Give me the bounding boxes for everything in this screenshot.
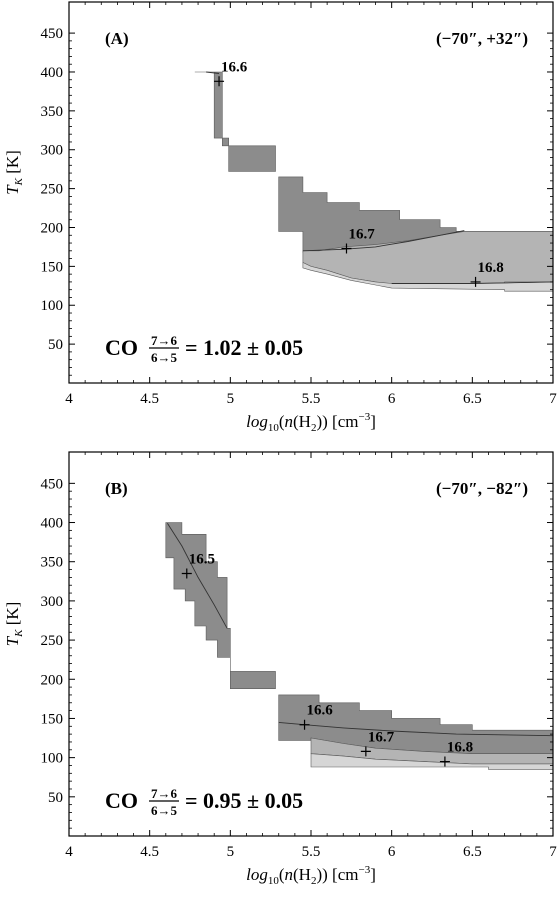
- panel-label: (A): [105, 29, 129, 48]
- ratio-denominator: 6→5: [151, 803, 178, 818]
- position-label: (−70″, +32″): [436, 29, 528, 48]
- y-tick-label: 250: [41, 633, 64, 649]
- ratio-numerator: 7→6: [151, 333, 178, 348]
- y-tick-label: 350: [41, 104, 64, 120]
- x-tick-label: 7: [549, 391, 557, 407]
- region-light: [302, 262, 554, 292]
- y-axis-label-k: K: [13, 629, 25, 638]
- ratio-annotation: CO 7→6 6→5 = 0.95 ± 0.05: [105, 786, 303, 818]
- contour-line: [391, 281, 554, 284]
- panel-b: 4 4.5 5 5.5 6 6.5 7 50 100 150 200 250 300 350 400 450 (…: [3, 451, 557, 887]
- y-tick-label: 350: [41, 555, 64, 571]
- point-marker: [341, 243, 352, 254]
- x-axis-label-base: 10: [268, 875, 280, 887]
- x-tick-label: 6.5: [463, 391, 482, 407]
- point-marker: [360, 746, 371, 757]
- point-marker: [439, 756, 450, 767]
- point-label: 16.8: [478, 260, 504, 276]
- x-axis-label: log10(n(H2)) [cm−3]: [246, 864, 376, 887]
- ratio-value: = 0.95 ± 0.05: [185, 788, 303, 813]
- y-tick-label: 200: [41, 220, 64, 236]
- x-axis-label-close: ]: [370, 865, 376, 884]
- x-axis-label-n: n: [285, 412, 294, 431]
- y-axis-label: TK [K]: [3, 602, 25, 647]
- y-tick-label: 200: [41, 672, 64, 688]
- point-marker: [214, 76, 225, 87]
- y-tick-label: 100: [41, 298, 64, 314]
- point-marker: [181, 568, 192, 579]
- y-axis-label-k: K: [13, 177, 25, 186]
- point-label: 16.5: [189, 551, 215, 567]
- point-marker: [470, 276, 481, 287]
- x-axis-label-exp: −3: [358, 411, 370, 423]
- point-label: 16.6: [221, 59, 248, 75]
- x-tick-label: 5.5: [302, 844, 321, 860]
- x-axis-label-paren: (: [279, 865, 285, 884]
- x-axis-label-log: log: [246, 865, 268, 884]
- y-tick-label: 450: [41, 476, 64, 492]
- point-label: 16.8: [447, 740, 473, 756]
- y-tick-label: 400: [41, 516, 64, 532]
- x-axis-label-exp: −3: [358, 864, 370, 876]
- x-axis-label-log: log: [246, 412, 268, 431]
- y-axis-label-unit: [K]: [3, 150, 22, 178]
- ratio-value: = 1.02 ± 0.05: [185, 335, 303, 360]
- y-tick-label: 150: [41, 711, 64, 727]
- x-tick-label: 4.5: [140, 391, 159, 407]
- point-marker: [299, 719, 310, 730]
- x-tick-label: 7: [549, 844, 557, 860]
- x-tick-label: 6.5: [463, 844, 482, 860]
- ratio-species: CO: [105, 335, 138, 360]
- ratio-species: CO: [105, 788, 138, 813]
- x-tick-label: 5: [227, 391, 235, 407]
- y-axis-label-t: T: [3, 635, 22, 646]
- x-tick-label: 4: [65, 391, 73, 407]
- y-axis-label-unit: [K]: [3, 602, 22, 630]
- x-axis-label-close: ]: [370, 412, 376, 431]
- x-axis-label-2: 2: [311, 875, 317, 887]
- x-tick-label: 5.5: [302, 391, 321, 407]
- point-label: 16.6: [307, 703, 334, 719]
- contour-line: [302, 230, 465, 252]
- x-axis-label-n: n: [285, 865, 294, 884]
- y-axis-label-t: T: [3, 184, 22, 195]
- x-tick-label: 6: [388, 391, 396, 407]
- x-axis-label-base: 10: [268, 422, 280, 434]
- y-tick-label: 300: [41, 143, 64, 159]
- x-tick-label: 6: [388, 844, 396, 860]
- y-tick-label: 250: [41, 182, 64, 198]
- panel-label: (B): [105, 479, 128, 498]
- region-dark: [194, 71, 276, 172]
- x-axis-label: log10(n(H2)) [cm−3]: [246, 411, 376, 434]
- ratio-numerator: 7→6: [151, 786, 178, 801]
- x-axis-label-unit: )) [cm: [316, 412, 358, 431]
- y-axis-label: TK [K]: [3, 150, 25, 195]
- panel-a: 4 4.5 5 5.5 6 6.5 7 50 100 150 200 250 300 350 400 450 (…: [3, 1, 557, 434]
- x-tick-label: 5: [227, 844, 235, 860]
- x-axis-label-h: (H: [293, 412, 311, 431]
- x-axis-label-h: (H: [293, 865, 311, 884]
- contour-line: [167, 523, 228, 629]
- ratio-annotation: CO 7→6 6→5 = 1.02 ± 0.05: [105, 333, 303, 365]
- point-label: 16.7: [368, 729, 395, 745]
- contour-line: [206, 71, 220, 74]
- y-tick-label: 50: [48, 790, 63, 806]
- y-tick-label: 100: [41, 751, 64, 767]
- x-axis-label-paren: (: [279, 412, 285, 431]
- x-tick-label: 4.5: [140, 844, 159, 860]
- y-tick-label: 300: [41, 594, 64, 610]
- plot-frame: [68, 451, 554, 837]
- x-tick-label: 4: [65, 844, 73, 860]
- region-dark: [165, 522, 276, 690]
- point-label: 16.7: [348, 226, 375, 242]
- y-tick-label: 450: [41, 26, 64, 42]
- x-axis-label-2: 2: [311, 422, 317, 434]
- y-tick-label: 400: [41, 65, 64, 81]
- position-label: (−70″, −82″): [436, 479, 528, 498]
- x-axis-label-unit: )) [cm: [316, 865, 358, 884]
- y-tick-label: 150: [41, 259, 64, 275]
- ratio-denominator: 6→5: [151, 350, 178, 365]
- y-tick-label: 50: [48, 337, 63, 353]
